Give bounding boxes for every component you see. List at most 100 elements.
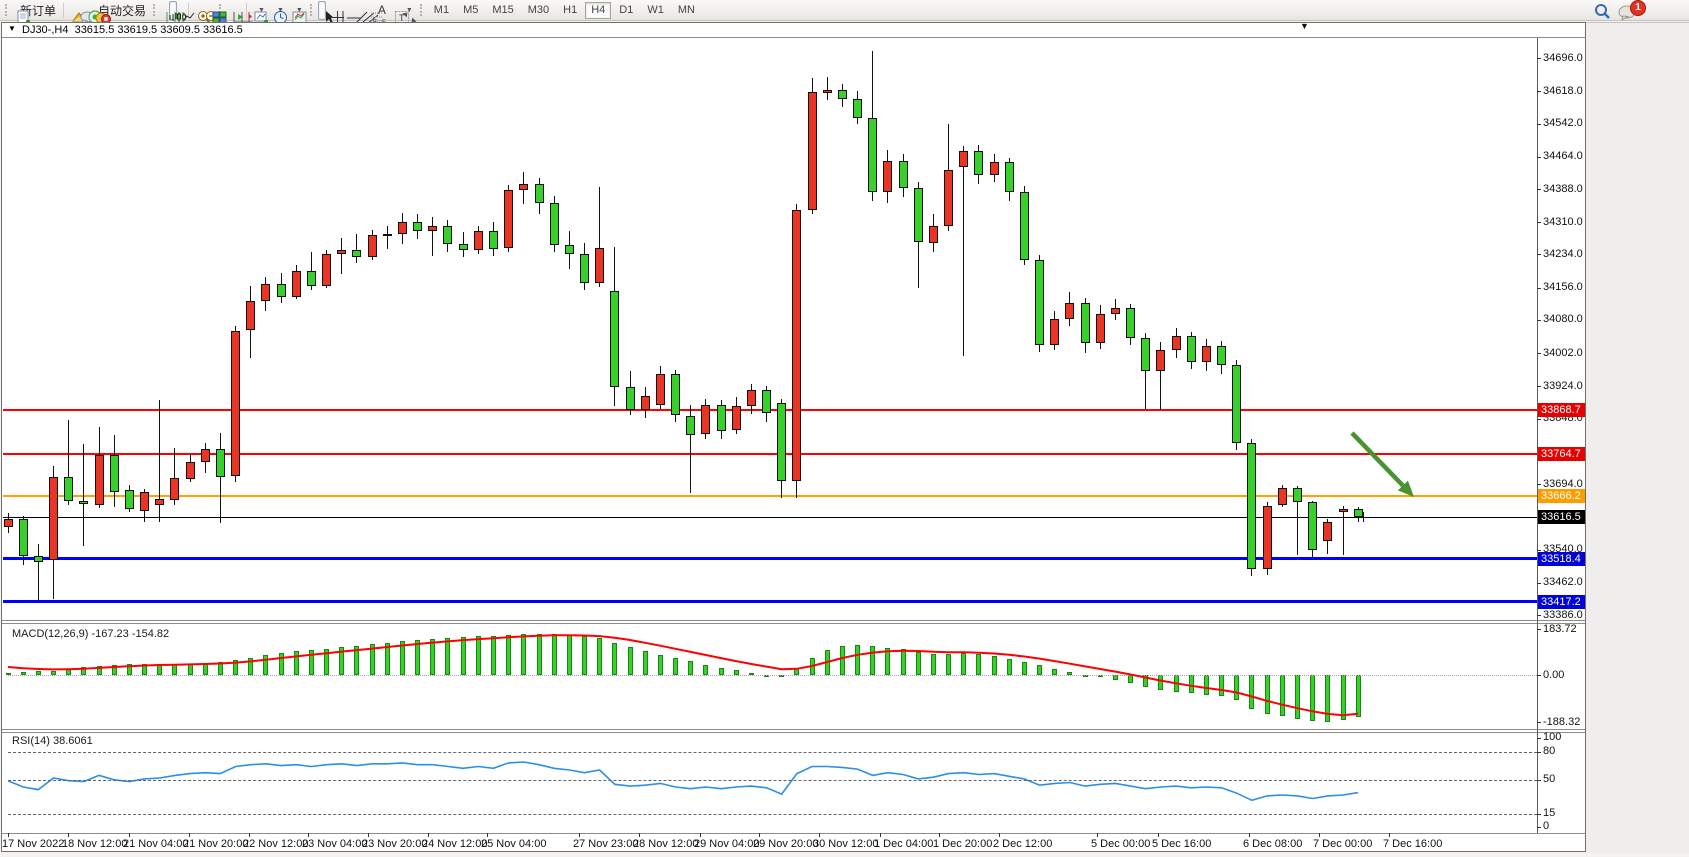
rsi-line bbox=[7, 761, 1359, 802]
candle-body bbox=[322, 254, 332, 286]
macd-bar bbox=[870, 646, 876, 675]
candle-wick bbox=[432, 217, 434, 257]
date-axis-label: 24 Nov 12:00 bbox=[422, 838, 488, 850]
timeframe-M5[interactable]: M5 bbox=[463, 4, 479, 16]
price-level-line[interactable] bbox=[3, 557, 1537, 561]
macd-axis-tick bbox=[1537, 722, 1541, 724]
arrows-tool-button[interactable]: ▼ bbox=[398, 1, 417, 23]
macd-bar bbox=[263, 655, 269, 675]
price-tick-mark bbox=[1537, 189, 1541, 190]
price-level-line[interactable] bbox=[3, 600, 1537, 604]
candle-body bbox=[504, 189, 514, 249]
chart-title: DJ30-,H4 33615.5 33619.5 33609.5 33616.5 bbox=[22, 24, 243, 36]
macd-axis-label: 183.72 bbox=[1543, 622, 1577, 635]
price-axis-line bbox=[1537, 38, 1538, 833]
price-level-line[interactable] bbox=[3, 516, 1537, 518]
candle-wick bbox=[159, 399, 161, 523]
candle-body bbox=[18, 518, 28, 556]
toolbar-grip[interactable] bbox=[219, 4, 224, 16]
date-axis-label: 2 Dec 12:00 bbox=[993, 838, 1053, 850]
rsi-level-line bbox=[8, 814, 1537, 815]
macd-axis-tick bbox=[1537, 629, 1541, 631]
timeframe-M30[interactable]: M30 bbox=[527, 4, 550, 16]
annotation-arrow-shaft[interactable] bbox=[1350, 431, 1405, 488]
notification-badge[interactable]: 1 bbox=[1630, 0, 1646, 16]
trendline-tool-button[interactable] bbox=[350, 1, 368, 24]
timeframe-M1[interactable]: M1 bbox=[433, 4, 450, 16]
zoom-in-button[interactable] bbox=[192, 1, 211, 24]
date-axis-label: 23 Nov 20:00 bbox=[362, 838, 428, 850]
candle-wick bbox=[1342, 506, 1344, 556]
macd-bar bbox=[81, 667, 87, 675]
candle-body bbox=[231, 330, 241, 477]
vertical-line-tool-button[interactable] bbox=[334, 1, 344, 24]
macd-bar bbox=[536, 633, 542, 675]
pane-separator[interactable] bbox=[2, 732, 1585, 733]
macd-bar bbox=[839, 646, 845, 676]
text-tool-button[interactable]: A bbox=[374, 1, 390, 20]
templates-button[interactable]: ▼ bbox=[288, 1, 307, 24]
candle-body bbox=[777, 402, 787, 482]
cursor-tool-button[interactable] bbox=[317, 0, 334, 24]
toolbar-grip[interactable] bbox=[153, 4, 158, 16]
rsi-axis-tick bbox=[1537, 814, 1541, 815]
macd-bar bbox=[5, 673, 11, 675]
candle-body bbox=[595, 247, 605, 284]
pane-separator bbox=[2, 833, 1585, 834]
macd-bar bbox=[521, 633, 527, 676]
macd-bar bbox=[384, 642, 390, 675]
chart-shift-marker-icon[interactable]: ▼ bbox=[1300, 21, 1309, 31]
toolbar-grip[interactable] bbox=[419, 4, 425, 16]
macd-bar bbox=[111, 664, 117, 675]
candle-body bbox=[731, 405, 741, 431]
price-tick-label: 33924.0 bbox=[1543, 379, 1583, 392]
macd-bar bbox=[51, 670, 56, 675]
price-level-line[interactable] bbox=[3, 494, 1537, 497]
annotation-arrow-head[interactable] bbox=[1397, 480, 1414, 497]
timeframe-D1[interactable]: D1 bbox=[619, 4, 634, 16]
candle-wick bbox=[83, 444, 85, 546]
price-level-line[interactable] bbox=[3, 453, 1537, 455]
candle-wick bbox=[386, 225, 388, 249]
timeframe-MN[interactable]: MN bbox=[677, 4, 695, 16]
date-axis-tick bbox=[68, 833, 69, 837]
date-axis-tick bbox=[880, 833, 881, 837]
date-axis-label: 22 Nov 12:00 bbox=[243, 838, 309, 850]
autotrading-button[interactable]: 自动交易 bbox=[91, 1, 150, 24]
date-axis-label: 18 Nov 12:00 bbox=[62, 838, 128, 850]
rsi-axis-tick bbox=[1537, 827, 1541, 828]
pane-separator[interactable] bbox=[2, 729, 1585, 730]
toolbar-grip[interactable] bbox=[309, 4, 315, 16]
macd-bar bbox=[475, 636, 481, 675]
date-axis-label: 29 Nov 20:00 bbox=[753, 838, 819, 850]
macd-bar bbox=[96, 665, 102, 675]
candle-body bbox=[473, 230, 483, 251]
pane-separator[interactable] bbox=[2, 623, 1585, 624]
candle-wick bbox=[37, 544, 39, 601]
rsi-axis-label: 50 bbox=[1543, 773, 1556, 785]
candle-body bbox=[549, 202, 559, 246]
macd-bar bbox=[915, 652, 921, 675]
candle-body bbox=[170, 478, 180, 501]
dropdown-caret-icon: ▼ bbox=[405, 6, 413, 14]
candle-body bbox=[640, 395, 650, 411]
date-axis-tick bbox=[129, 833, 130, 837]
macd-bar bbox=[627, 647, 633, 675]
crosshair-tool-button[interactable] bbox=[326, 1, 344, 24]
horizontal-line-tool-button[interactable] bbox=[342, 1, 361, 20]
timeframe-H1[interactable]: H1 bbox=[563, 4, 578, 16]
timeframe-H4[interactable]: H4 bbox=[585, 1, 612, 19]
date-axis-label: 29 Nov 04:00 bbox=[694, 838, 760, 850]
date-axis-tick bbox=[1158, 833, 1159, 837]
candle-body bbox=[276, 283, 286, 297]
macd-axis-tick bbox=[1537, 675, 1541, 676]
candle-body bbox=[109, 455, 119, 493]
timeframe-M15[interactable]: M15 bbox=[492, 4, 514, 16]
pane-separator[interactable] bbox=[2, 620, 1585, 621]
workspace-background bbox=[1586, 22, 1689, 853]
timeframe-W1[interactable]: W1 bbox=[647, 4, 664, 16]
rsi-axis-label: 80 bbox=[1543, 745, 1556, 757]
chart-menu-triangle-icon[interactable]: ▼ bbox=[8, 24, 16, 33]
toolbar-grip[interactable] bbox=[5, 4, 10, 16]
macd-axis-label: 0.00 bbox=[1543, 668, 1565, 681]
